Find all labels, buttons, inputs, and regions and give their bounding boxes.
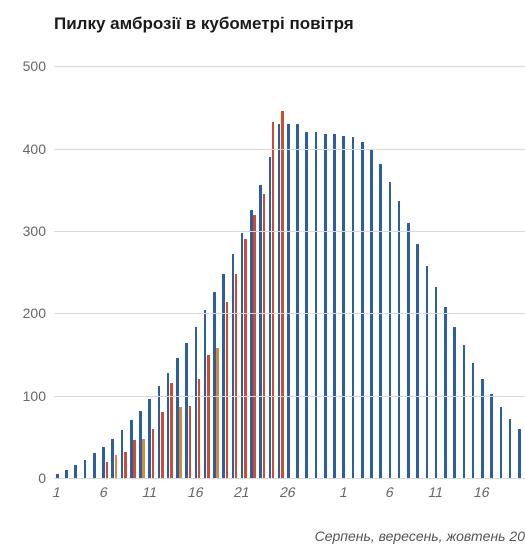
bar [361, 142, 364, 478]
bar [102, 447, 105, 478]
bar [352, 137, 355, 478]
bar [189, 406, 192, 478]
bar [222, 274, 225, 478]
xtick-label: 16 [186, 484, 205, 500]
bar [490, 394, 493, 478]
bar [379, 164, 382, 478]
bar [185, 343, 188, 478]
bar [500, 407, 503, 478]
bar [463, 345, 466, 478]
bar [148, 399, 151, 478]
bar [426, 266, 429, 478]
bar [176, 358, 179, 478]
bar [142, 439, 145, 479]
bar [278, 124, 281, 478]
bar [435, 287, 438, 478]
xtick-label: 1 [338, 484, 349, 500]
bar [93, 453, 96, 478]
bar [207, 355, 210, 478]
xtick-label: 26 [279, 484, 298, 500]
bar [453, 327, 456, 478]
xtick-label: 11 [427, 484, 445, 500]
bar [389, 182, 392, 478]
bar [161, 412, 164, 478]
ytick-label: 400 [23, 141, 46, 157]
bar [124, 452, 127, 478]
bar [115, 455, 118, 478]
xtick-label: 16 [473, 484, 492, 500]
bar [213, 292, 216, 478]
bar [226, 302, 229, 478]
bar [235, 274, 238, 478]
xtick-label: 6 [98, 484, 109, 500]
ytick-label: 0 [38, 470, 46, 486]
ytick-label: 300 [23, 223, 46, 239]
gridline [54, 231, 525, 232]
bar [250, 210, 253, 478]
bar [253, 215, 256, 478]
bar [269, 157, 272, 478]
bar [195, 327, 198, 478]
ytick-label: 500 [23, 58, 46, 74]
bar [272, 122, 275, 478]
gridline [54, 478, 525, 479]
gridline [54, 149, 525, 150]
bar [106, 462, 109, 478]
bar [324, 134, 327, 478]
bar [241, 233, 244, 478]
ytick-label: 200 [23, 305, 46, 321]
chart-title: Пилку амброзії в кубометрі повітря [54, 14, 354, 34]
bar [281, 111, 284, 478]
bar [65, 470, 68, 478]
bar [259, 185, 262, 478]
chart-caption: Серпень, вересень, жовтень 20 [315, 528, 525, 544]
bar [152, 429, 155, 478]
gridline [54, 66, 525, 67]
bar [342, 136, 345, 478]
plot-area: 01002003004005001611162126161116 [54, 50, 525, 478]
bar [179, 407, 182, 478]
bar [315, 132, 318, 478]
bar [296, 124, 299, 478]
bar [244, 239, 247, 478]
bar [407, 223, 410, 478]
bar [139, 411, 142, 478]
bar [232, 254, 235, 478]
bar [444, 307, 447, 478]
bar [130, 420, 133, 478]
bar [167, 373, 170, 478]
gridline [54, 313, 525, 314]
bar [481, 379, 484, 478]
bar [472, 363, 475, 478]
bar [198, 379, 201, 478]
bar [121, 430, 124, 478]
bar [509, 419, 512, 478]
xtick-label: 11 [141, 484, 159, 500]
bar [518, 429, 521, 478]
bar [305, 132, 308, 478]
xtick-label: 21 [233, 484, 252, 500]
bar [74, 465, 77, 478]
bar [216, 348, 219, 478]
bar [133, 440, 136, 478]
bar [158, 386, 161, 478]
bar [333, 134, 336, 478]
gridline [54, 396, 525, 397]
bars-layer [54, 50, 525, 478]
bar [398, 201, 401, 478]
ytick-label: 100 [23, 388, 46, 404]
bar [416, 244, 419, 478]
bar [111, 439, 114, 479]
chart-container: { "chart": { "type": "bar", "title": "Пи… [0, 0, 525, 558]
bar [84, 460, 87, 478]
bar [170, 383, 173, 478]
bar [204, 310, 207, 478]
bar [287, 124, 290, 478]
xtick-label: 6 [384, 484, 395, 500]
bar [263, 194, 266, 478]
xtick-label: 1 [52, 484, 63, 500]
